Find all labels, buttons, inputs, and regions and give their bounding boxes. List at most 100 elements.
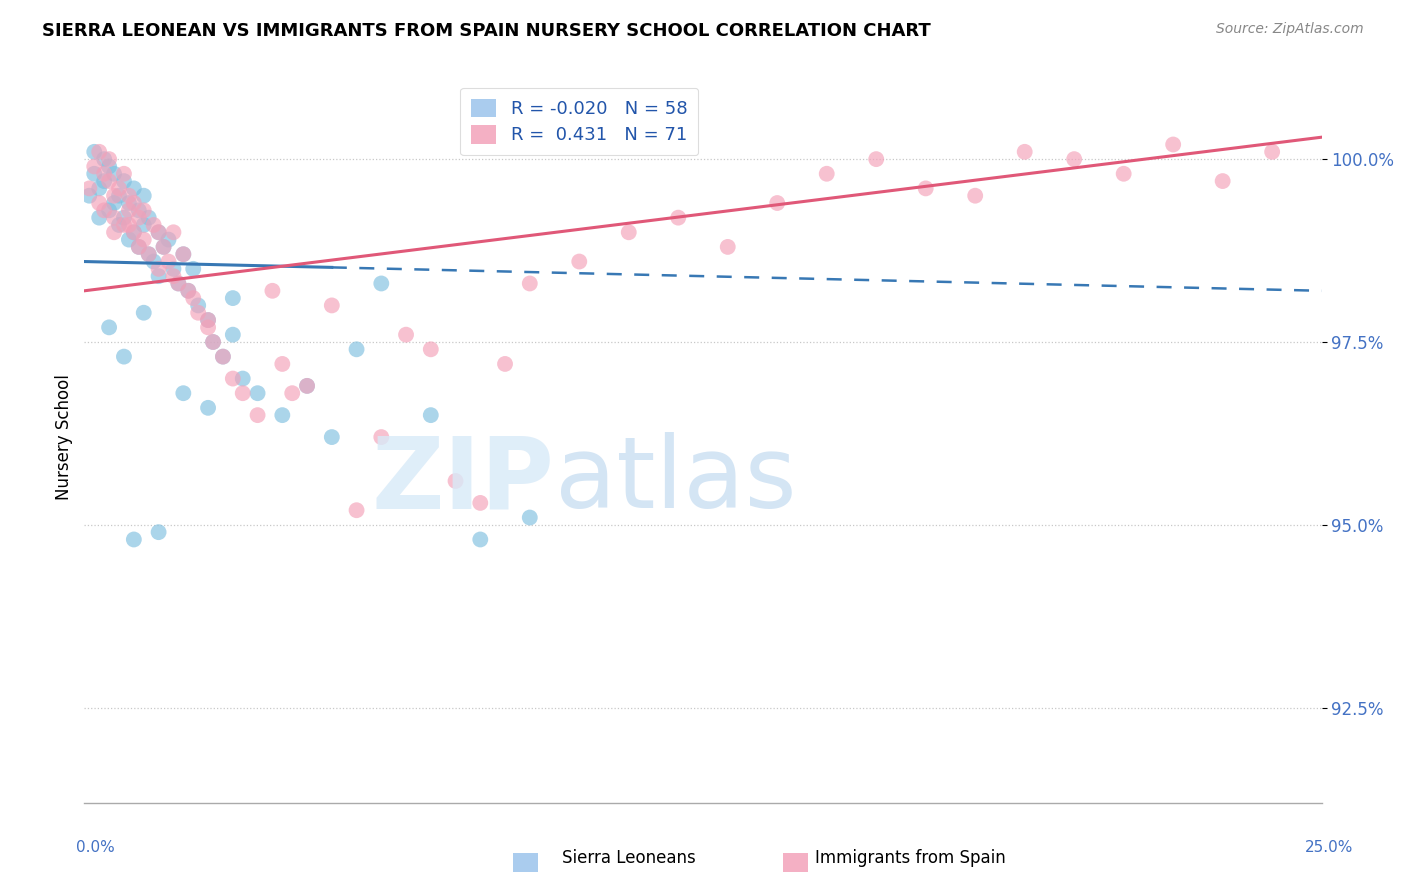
Point	[187, 298, 209, 312]
Point	[122, 181, 145, 195]
Point	[103, 196, 125, 211]
Point	[246, 408, 269, 422]
Point	[470, 533, 492, 547]
Point	[197, 401, 219, 415]
Point	[295, 379, 318, 393]
Point	[232, 386, 254, 401]
Point	[271, 408, 294, 422]
Point	[470, 496, 492, 510]
Point	[132, 203, 155, 218]
Point	[815, 167, 838, 181]
Point	[128, 211, 150, 225]
Point	[419, 343, 441, 357]
Point	[172, 247, 194, 261]
Point	[157, 233, 180, 247]
Point	[132, 233, 155, 247]
Point	[103, 188, 125, 202]
Point	[172, 247, 194, 261]
Point	[148, 225, 170, 239]
Legend: R = -0.020   N = 58, R =  0.431   N = 71: R = -0.020 N = 58, R = 0.431 N = 71	[460, 87, 699, 155]
Point	[177, 284, 200, 298]
Point	[865, 152, 887, 166]
Point	[167, 277, 190, 291]
Point	[222, 327, 245, 342]
Point	[1112, 167, 1135, 181]
Point	[232, 371, 254, 385]
Point	[262, 284, 284, 298]
Point	[118, 196, 141, 211]
Point	[965, 188, 987, 202]
Point	[112, 350, 135, 364]
Point	[138, 247, 160, 261]
Point	[148, 261, 170, 276]
Point	[112, 211, 135, 225]
Point	[132, 306, 155, 320]
Point	[152, 240, 174, 254]
Point	[138, 247, 160, 261]
Point	[98, 174, 121, 188]
Point	[395, 327, 418, 342]
Point	[197, 313, 219, 327]
Point	[181, 261, 204, 276]
Point	[1261, 145, 1284, 159]
Point	[202, 334, 225, 349]
Point	[108, 188, 131, 202]
Text: Source: ZipAtlas.com: Source: ZipAtlas.com	[1216, 22, 1364, 37]
Point	[103, 211, 125, 225]
Point	[419, 408, 441, 422]
Point	[222, 291, 245, 305]
Text: ZIP: ZIP	[371, 433, 554, 530]
Point	[162, 225, 184, 239]
Point	[122, 225, 145, 239]
Point	[187, 306, 209, 320]
Point	[98, 152, 121, 166]
Point	[197, 313, 219, 327]
Point	[914, 181, 936, 195]
Point	[1212, 174, 1234, 188]
Point	[132, 218, 155, 232]
Point	[83, 145, 105, 159]
Point	[212, 350, 235, 364]
Point	[79, 181, 101, 195]
Point	[103, 225, 125, 239]
Point	[321, 298, 343, 312]
Point	[666, 211, 689, 225]
Text: atlas: atlas	[554, 433, 796, 530]
Point	[122, 533, 145, 547]
Point	[89, 196, 111, 211]
Text: Immigrants from Spain: Immigrants from Spain	[815, 849, 1007, 867]
Point	[617, 225, 640, 239]
Point	[148, 525, 170, 540]
Y-axis label: Nursery School: Nursery School	[55, 374, 73, 500]
Point	[93, 203, 115, 218]
Point	[79, 188, 101, 202]
Point	[321, 430, 343, 444]
Point	[1014, 145, 1036, 159]
Point	[112, 174, 135, 188]
Point	[162, 261, 184, 276]
Point	[246, 386, 269, 401]
Point	[181, 291, 204, 305]
Point	[766, 196, 789, 211]
Point	[568, 254, 591, 268]
Point	[89, 145, 111, 159]
Point	[112, 218, 135, 232]
Point	[370, 277, 392, 291]
Point	[118, 233, 141, 247]
Text: Sierra Leoneans: Sierra Leoneans	[562, 849, 696, 867]
Point	[177, 284, 200, 298]
Point	[167, 277, 190, 291]
Point	[83, 160, 105, 174]
Point	[370, 430, 392, 444]
Point	[98, 203, 121, 218]
Point	[222, 371, 245, 385]
Point	[157, 254, 180, 268]
Point	[148, 269, 170, 284]
Text: 0.0%: 0.0%	[76, 840, 115, 855]
Point	[212, 350, 235, 364]
Point	[122, 196, 145, 211]
Point	[83, 167, 105, 181]
Point	[162, 269, 184, 284]
Point	[93, 167, 115, 181]
Point	[122, 225, 145, 239]
